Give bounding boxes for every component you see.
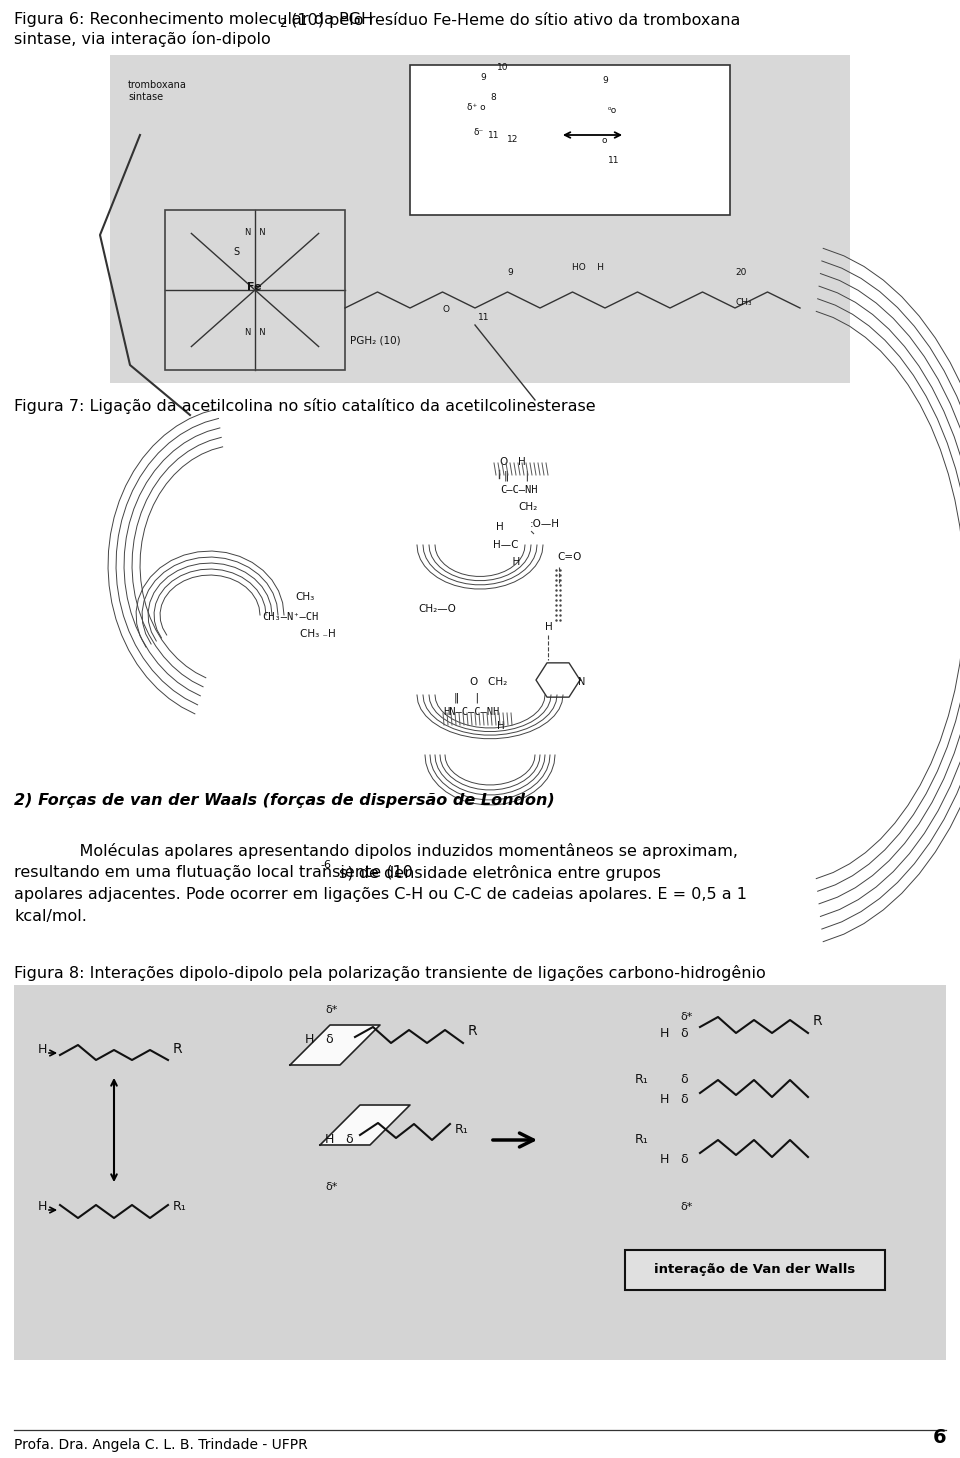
Text: H: H (545, 623, 553, 631)
Text: 11: 11 (488, 131, 499, 140)
Text: N: N (578, 677, 586, 687)
Text: δ: δ (680, 1073, 687, 1086)
Text: 2) Forças de van der Waals (forças de dispersão de London): 2) Forças de van der Waals (forças de di… (14, 793, 555, 808)
Text: 9: 9 (602, 76, 608, 85)
Text: H: H (493, 557, 520, 567)
Text: 2: 2 (278, 17, 286, 31)
Text: 8: 8 (490, 93, 495, 102)
Text: o: o (602, 136, 608, 144)
Text: H: H (497, 722, 505, 730)
Text: Profa. Dra. Angela C. L. B. Trindade - UFPR: Profa. Dra. Angela C. L. B. Trindade - U… (14, 1438, 308, 1452)
Text: PGH₂ (10): PGH₂ (10) (349, 335, 400, 346)
Text: Figura 6: Reconhecimento molecular da PGH: Figura 6: Reconhecimento molecular da PG… (14, 12, 373, 28)
Text: O   H: O H (500, 456, 526, 467)
Text: H: H (660, 1094, 669, 1107)
Text: interação de Van der Walls: interação de Van der Walls (655, 1264, 855, 1277)
Text: 9: 9 (508, 268, 514, 277)
Text: R₁: R₁ (635, 1133, 649, 1146)
Text: 12: 12 (507, 136, 518, 144)
Text: H: H (305, 1034, 314, 1045)
Text: Moléculas apolares apresentando dipolos induzidos momentâneos se aproximam,: Moléculas apolares apresentando dipolos … (59, 843, 738, 859)
Text: S: S (233, 246, 239, 257)
Bar (410, 66, 730, 214)
Text: R: R (173, 1042, 182, 1056)
Text: tromboxana
sintase: tromboxana sintase (128, 80, 187, 102)
Text: HN—C—C—NH: HN—C—C—NH (443, 707, 499, 717)
Text: CH₃ ₋H: CH₃ ₋H (300, 628, 336, 639)
Text: 9: 9 (480, 73, 486, 82)
Text: apolares adjacentes. Pode ocorrer em ligações C-H ou C-C de cadeias apolares. E : apolares adjacentes. Pode ocorrer em lig… (14, 886, 747, 903)
Bar (14, 986, 946, 1360)
Text: R: R (813, 1013, 823, 1028)
Text: Fe: Fe (247, 281, 261, 292)
Text: N   N: N N (245, 227, 266, 238)
Text: ᵒo: ᵒo (608, 106, 617, 115)
Text: δ: δ (680, 1026, 687, 1040)
Text: H: H (660, 1153, 669, 1166)
Text: O   CH₂: O CH₂ (470, 677, 507, 687)
Text: kcal/mol.: kcal/mol. (14, 908, 86, 924)
Text: δ*: δ* (680, 1201, 692, 1212)
Text: H: H (496, 522, 504, 532)
Text: Figura 8: Interações dipolo-dipolo pela polarização transiente de ligações carbo: Figura 8: Interações dipolo-dipolo pela … (14, 965, 766, 981)
Text: 11: 11 (478, 313, 490, 322)
Text: δ: δ (680, 1153, 687, 1166)
Text: N   N: N N (245, 328, 266, 337)
Text: ‖     |: ‖ | (504, 469, 529, 481)
Text: C—C—NH: C—C—NH (500, 486, 538, 496)
Text: CH₂—O: CH₂—O (418, 604, 456, 614)
Bar (0, 416, 960, 776)
Text: CH₂: CH₂ (518, 502, 538, 512)
Text: δ*: δ* (325, 1005, 337, 1015)
Text: sintase, via interação íon-dipolo: sintase, via interação íon-dipolo (14, 31, 271, 47)
Text: CH₃: CH₃ (735, 297, 752, 308)
Text: H: H (38, 1042, 47, 1056)
Text: R₁: R₁ (173, 1200, 187, 1213)
Bar (625, 1250, 885, 1290)
Text: s) de densidade eletrônica entre grupos: s) de densidade eletrônica entre grupos (334, 865, 661, 881)
Polygon shape (290, 1025, 380, 1064)
Polygon shape (320, 1105, 410, 1145)
Text: HO    H: HO H (572, 262, 605, 273)
Text: δ*: δ* (680, 1012, 692, 1022)
Text: δ⁻: δ⁻ (473, 128, 483, 137)
Text: CH₃: CH₃ (295, 592, 314, 602)
Text: δ⁺ o: δ⁺ o (467, 104, 486, 112)
Text: H—C: H—C (493, 539, 518, 550)
Text: 11: 11 (608, 156, 619, 165)
Text: δ: δ (325, 1034, 332, 1045)
Text: δ: δ (345, 1133, 352, 1146)
Text: δ: δ (680, 1094, 687, 1107)
Text: H: H (325, 1133, 334, 1146)
Text: CH₃—N⁺—CH: CH₃—N⁺—CH (262, 612, 319, 623)
Text: 6: 6 (932, 1427, 946, 1446)
Text: C=O: C=O (557, 553, 582, 561)
Text: -6: -6 (321, 860, 331, 870)
Text: H: H (660, 1026, 669, 1040)
Text: R₁: R₁ (455, 1123, 468, 1136)
Text: H: H (38, 1200, 47, 1213)
Text: 20: 20 (735, 268, 746, 277)
Text: resultando em uma flutuação local transiente (10: resultando em uma flutuação local transi… (14, 865, 413, 881)
Bar (165, 210, 345, 370)
Text: :O—H: :O—H (530, 519, 560, 529)
Text: R₁: R₁ (635, 1073, 649, 1086)
Text: Figura 7: Ligação da acetilcolina no sítio catalítico da acetilcolinesterase: Figura 7: Ligação da acetilcolina no sít… (14, 398, 595, 414)
Text: ‖     |: ‖ | (454, 693, 479, 703)
Text: O: O (443, 305, 449, 313)
Text: δ*: δ* (325, 1182, 337, 1193)
Bar (110, 55, 850, 383)
Text: (10) pelo resíduo Fe-Heme do sítio ativo da tromboxana: (10) pelo resíduo Fe-Heme do sítio ativo… (286, 12, 741, 28)
Text: R: R (468, 1024, 478, 1038)
Text: 10: 10 (497, 63, 509, 71)
